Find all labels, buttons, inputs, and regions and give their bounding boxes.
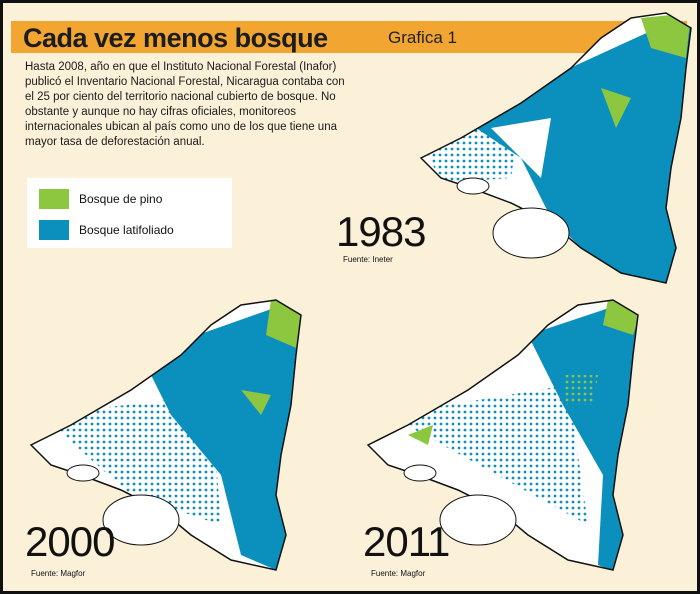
source: Fuente: Magfor (371, 569, 426, 578)
legend-label: Bosque de pino (79, 192, 163, 206)
source: Fuente: Magfor (31, 569, 86, 578)
legend-swatch (39, 220, 69, 240)
map-2000 (30, 299, 302, 571)
map-2011 (367, 299, 639, 571)
title: Cada vez menos bosque (23, 23, 328, 53)
intro-text: Hasta 2008, año en que el Instituto Naci… (25, 61, 345, 148)
maps (30, 12, 692, 571)
legend-swatch (39, 189, 69, 209)
year-label: 2011 (363, 518, 450, 565)
subtitle: Grafica 1 (388, 28, 457, 47)
year-label: 2000 (25, 518, 115, 565)
map-1983 (420, 12, 692, 284)
year-label: 1983 (336, 208, 426, 255)
title-band (11, 21, 687, 53)
legend-label: Bosque latifoliado (79, 223, 174, 237)
legend: Bosque de pino Bosque latifoliado (27, 178, 232, 248)
source: Fuente: Ineter (343, 255, 393, 264)
